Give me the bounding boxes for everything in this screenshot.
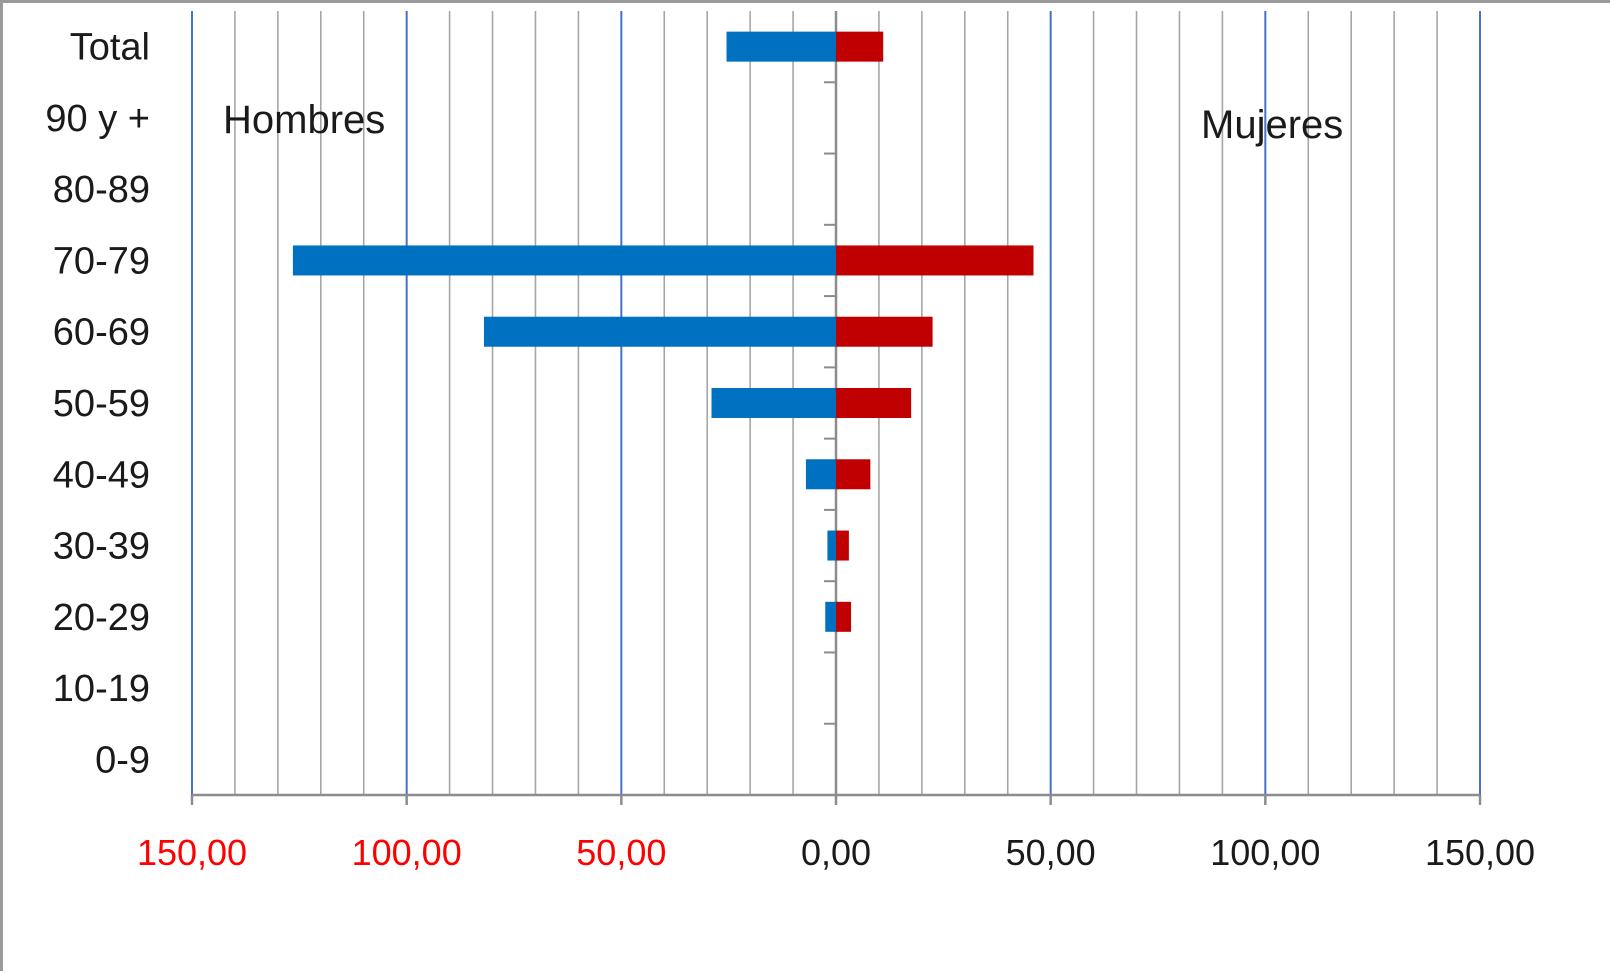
annotation-hombres: Hombres xyxy=(223,98,385,142)
x-tick-label: 50,00 xyxy=(576,832,666,873)
y-tick-label: 50-59 xyxy=(53,383,150,425)
x-tick-label: 150,00 xyxy=(137,832,247,873)
y-tick-label: 20-29 xyxy=(53,597,150,639)
y-tick-label: 30-39 xyxy=(53,526,150,568)
annotation-mujeres: Mujeres xyxy=(1201,103,1343,147)
x-tick-label: 0,00 xyxy=(801,832,871,873)
x-tick-label: 100,00 xyxy=(352,832,462,873)
y-tick-label: 70-79 xyxy=(53,240,150,282)
x-tick-label: 100,00 xyxy=(1210,832,1320,873)
bar-mujeres-50-59 xyxy=(836,388,912,418)
x-tick-label: 150,00 xyxy=(1425,832,1535,873)
x-tick-labels: 150,00 100,00 50,00 0,00 50,00 100,00 150,00 xyxy=(137,832,1535,873)
y-tick-labels: Total 90 y + 80-89 70-79 60-69 50-59 40-49 30-3… xyxy=(45,27,150,782)
y-tick-label: 60-69 xyxy=(53,312,150,354)
y-tick-label: 40-49 xyxy=(53,454,150,496)
x-tick-label: 50,00 xyxy=(1006,832,1096,873)
bar-hombres-50-59 xyxy=(711,388,836,418)
bar-hombres-60-69 xyxy=(483,316,836,347)
bar-hombres-30-39 xyxy=(827,530,836,561)
bar-hombres-total xyxy=(726,31,836,62)
bar-mujeres-20-29 xyxy=(836,601,852,632)
bar-mujeres-30-39 xyxy=(836,530,849,561)
bar-mujeres-total xyxy=(836,31,884,62)
bar-hombres-70-79 xyxy=(292,245,837,276)
y-tick-label: Total xyxy=(70,27,150,69)
y-tick-label: 10-19 xyxy=(53,668,150,710)
bar-mujeres-70-79 xyxy=(836,245,1034,276)
bar-hombres-20-29 xyxy=(825,601,836,632)
y-tick-label: 90 y + xyxy=(45,98,150,140)
chart-canvas: Total 90 y + 80-89 70-79 60-69 50-59 40-49 30-3… xyxy=(45,11,1535,873)
y-tick-label: 80-89 xyxy=(53,169,150,211)
bar-hombres-40-49 xyxy=(805,459,836,490)
bar-mujeres-40-49 xyxy=(836,459,871,490)
bar-mujeres-60-69 xyxy=(836,316,933,347)
y-tick-label: 0-9 xyxy=(95,739,150,781)
bar-layer xyxy=(292,31,1034,632)
